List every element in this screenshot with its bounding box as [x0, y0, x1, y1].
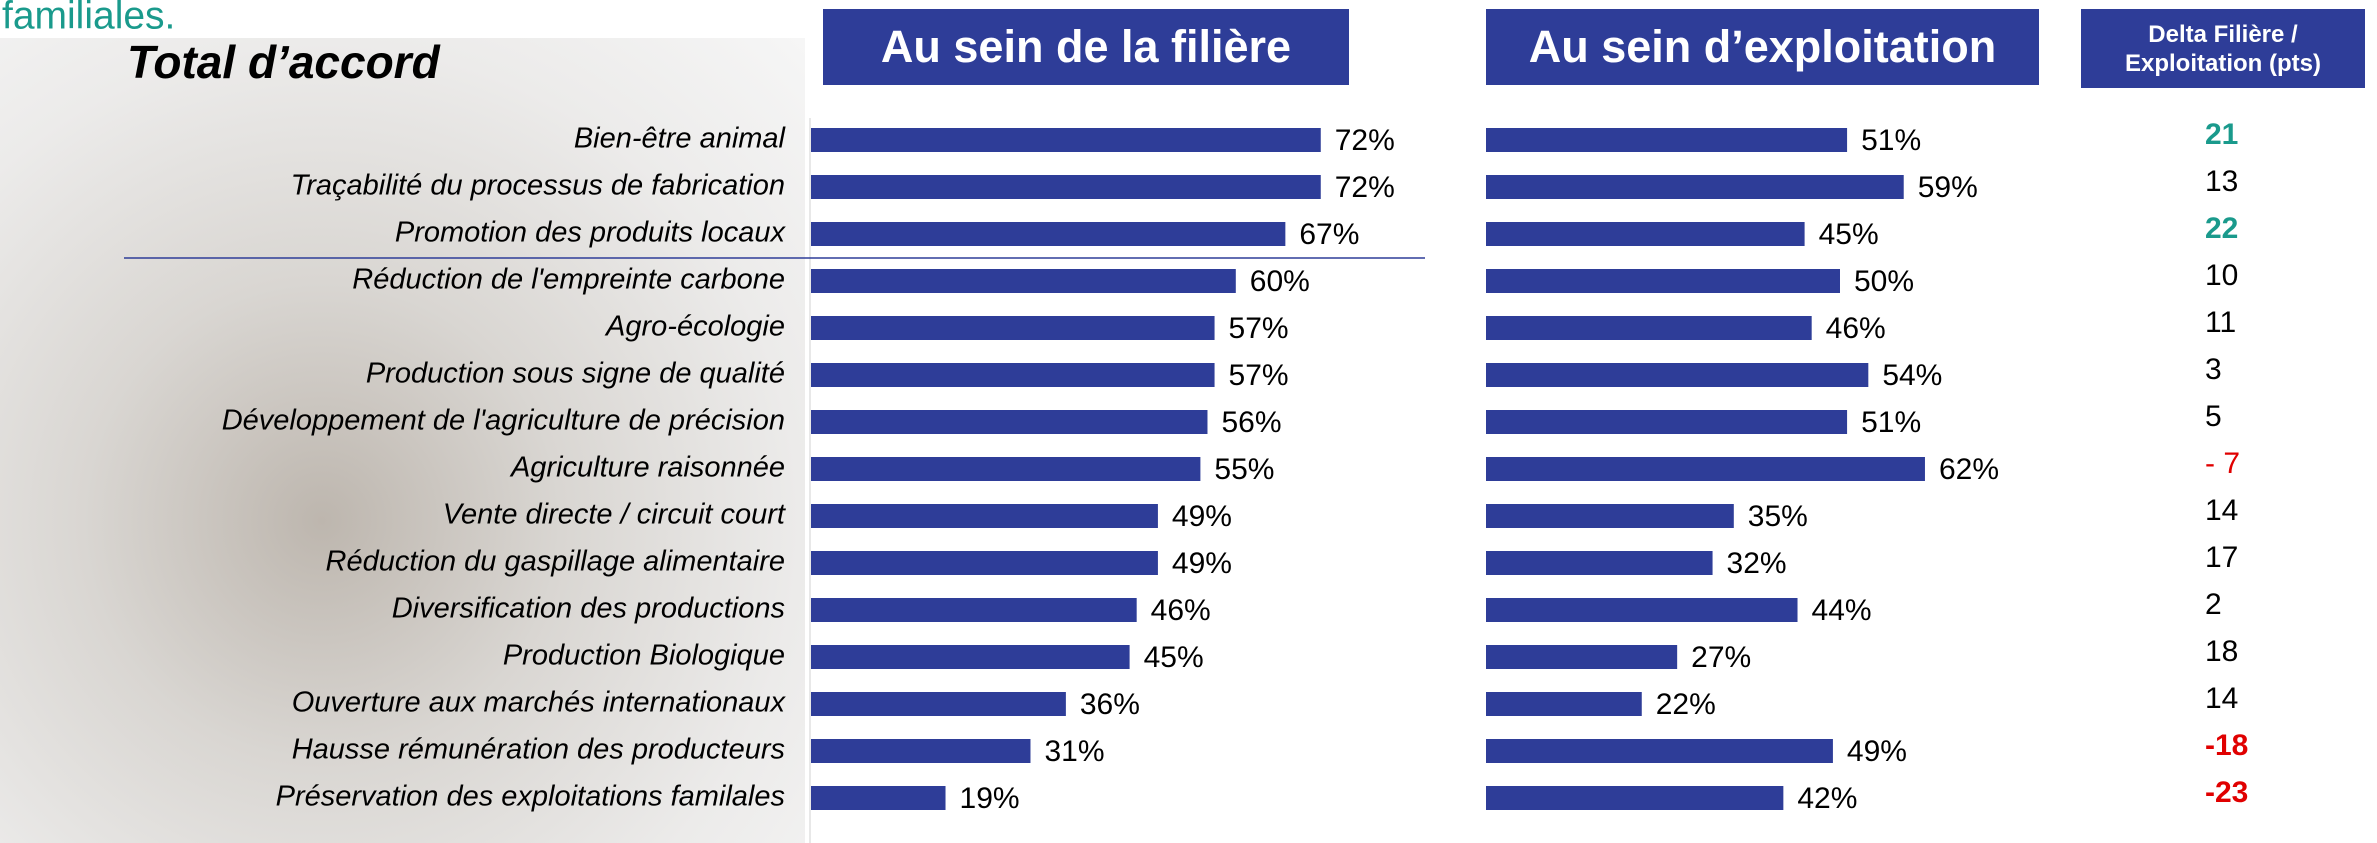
subtitle: Total d’accord	[127, 36, 441, 88]
heading: familiales.	[2, 0, 175, 37]
category-label: Promotion des produits locaux	[395, 217, 787, 249]
bar	[1486, 457, 1925, 481]
category-label: Production Biologique	[503, 640, 785, 672]
value-label: 51%	[1861, 124, 1921, 157]
value-label: 46%	[1151, 594, 1211, 627]
bar	[1486, 222, 1805, 246]
value-label: 67%	[1299, 218, 1359, 251]
category-label: Agro-écologie	[604, 311, 785, 343]
bar	[1486, 363, 1868, 387]
value-label: 57%	[1229, 312, 1289, 345]
category-label: Diversification des productions	[392, 593, 785, 625]
bar	[1486, 645, 1677, 669]
bar	[811, 786, 946, 810]
value-label: 56%	[1221, 406, 1281, 439]
value-label: 27%	[1691, 641, 1751, 674]
delta-value: -18	[2205, 729, 2248, 762]
category-label: Traçabilité du processus de fabrication	[291, 170, 785, 202]
value-label: 59%	[1918, 171, 1978, 204]
category-label: Développement de l'agriculture de précis…	[222, 405, 785, 437]
delta-value: 21	[2205, 118, 2238, 151]
value-label: 42%	[1797, 782, 1857, 815]
bar	[1486, 739, 1833, 763]
value-label: 62%	[1939, 453, 1999, 486]
bar	[811, 551, 1158, 575]
category-label: Vente directe / circuit court	[443, 499, 787, 531]
delta-value: 22	[2205, 212, 2238, 245]
bar	[811, 222, 1285, 246]
value-label: 45%	[1819, 218, 1879, 251]
value-label: 55%	[1214, 453, 1274, 486]
category-label: Réduction du gaspillage alimentaire	[326, 546, 785, 578]
category-label: Agriculture raisonnée	[509, 452, 785, 484]
bar	[811, 457, 1200, 481]
category-label: Ouverture aux marchés internationaux	[292, 687, 787, 719]
value-label: 51%	[1861, 406, 1921, 439]
bar	[811, 692, 1066, 716]
bar	[1486, 551, 1713, 575]
category-label: Préservation des exploitations familales	[276, 781, 785, 813]
delta-value: 3	[2205, 353, 2222, 386]
value-label: 49%	[1172, 547, 1232, 580]
bar	[811, 645, 1130, 669]
delta-value: 10	[2205, 259, 2238, 292]
delta-value: 11	[2205, 306, 2236, 339]
value-label: 50%	[1854, 265, 1914, 298]
bar	[1486, 598, 1798, 622]
value-label: 54%	[1882, 359, 1942, 392]
delta-value: 5	[2205, 400, 2222, 433]
category-label: Bien-être animal	[574, 123, 787, 155]
delta-value: 2	[2205, 588, 2222, 621]
bar	[811, 175, 1321, 199]
value-label: 31%	[1044, 735, 1104, 768]
value-label: 49%	[1847, 735, 1907, 768]
category-label: Réduction de l'empreinte carbone	[352, 264, 785, 296]
category-label: Production sous signe de qualité	[366, 358, 785, 390]
value-label: 45%	[1144, 641, 1204, 674]
delta-value: - 7	[2205, 447, 2240, 480]
value-label: 35%	[1748, 500, 1808, 533]
bar	[1486, 316, 1812, 340]
value-label: 60%	[1250, 265, 1310, 298]
bar	[811, 316, 1215, 340]
value-label: 44%	[1812, 594, 1872, 627]
value-label: 72%	[1335, 124, 1395, 157]
delta-value: 14	[2205, 494, 2238, 527]
bar	[811, 269, 1236, 293]
delta-value: 14	[2205, 682, 2238, 715]
delta-value: 18	[2205, 635, 2238, 668]
chart: familiales. Total d’accord Bien-être ani…	[0, 0, 2377, 843]
value-label: 19%	[960, 782, 1020, 815]
delta-value: 17	[2205, 541, 2238, 574]
bar	[811, 363, 1215, 387]
bar	[1486, 175, 1904, 199]
bar	[1486, 269, 1840, 293]
bar	[811, 410, 1207, 434]
page: Au sein de la filière Au sein d’exploita…	[0, 0, 2377, 843]
delta-value: 13	[2205, 165, 2238, 198]
value-label: 36%	[1080, 688, 1140, 721]
bar	[811, 128, 1321, 152]
bar	[1486, 504, 1734, 528]
bar	[1486, 786, 1783, 810]
value-label: 46%	[1826, 312, 1886, 345]
value-label: 49%	[1172, 500, 1232, 533]
bar	[1486, 128, 1847, 152]
bar	[811, 739, 1030, 763]
value-label: 72%	[1335, 171, 1395, 204]
bar	[811, 598, 1137, 622]
category-label: Hausse rémunération des producteurs	[292, 734, 785, 766]
bar	[1486, 410, 1847, 434]
bar	[1486, 692, 1642, 716]
delta-value: -23	[2205, 776, 2248, 809]
value-label: 57%	[1229, 359, 1289, 392]
value-label: 32%	[1727, 547, 1787, 580]
bar	[811, 504, 1158, 528]
value-label: 22%	[1656, 688, 1716, 721]
